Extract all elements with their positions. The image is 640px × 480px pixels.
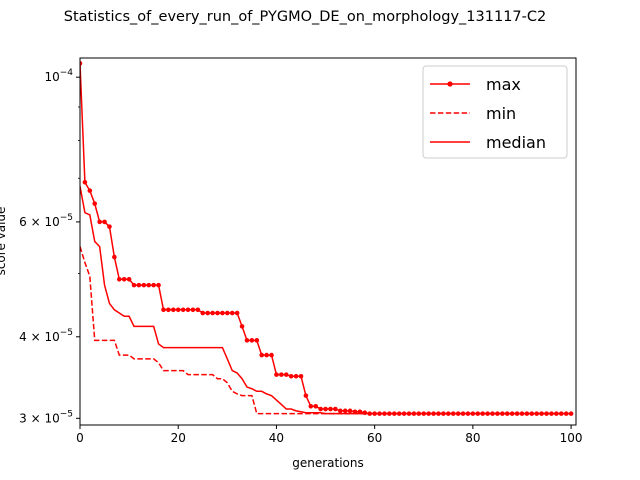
data-point-max	[121, 276, 127, 282]
data-point-max	[313, 403, 319, 409]
data-point-max	[288, 373, 294, 379]
data-point-max	[283, 372, 289, 377]
data-point-max	[249, 338, 255, 343]
data-point-max	[82, 180, 88, 185]
series-layer	[80, 61, 574, 416]
data-point-max	[131, 282, 137, 288]
data-point-max	[347, 408, 353, 414]
data-point-max	[205, 310, 210, 316]
data-point-max	[323, 406, 328, 412]
data-point-max	[166, 307, 171, 313]
data-point-max	[195, 307, 201, 313]
data-point-max	[293, 373, 299, 379]
legend-marker-max	[447, 81, 453, 87]
data-point-max	[97, 219, 102, 225]
data-point-max	[337, 408, 343, 414]
y-tick-label: 10−4	[44, 68, 73, 84]
data-point-max	[175, 307, 181, 313]
data-point-max	[274, 372, 279, 377]
data-point-max	[220, 310, 225, 316]
data-point-max	[318, 406, 323, 412]
data-point-max	[185, 307, 191, 313]
data-point-max	[116, 276, 122, 282]
data-point-max	[259, 352, 265, 358]
data-point-max	[141, 282, 147, 288]
data-point-max	[171, 307, 176, 313]
series-line-median	[80, 186, 572, 415]
x-tick-label: 40	[269, 431, 284, 445]
x-tick-label: 80	[465, 431, 480, 445]
y-axis-label: score value	[0, 207, 8, 276]
data-point-max	[269, 352, 274, 358]
y-axis: 3 × 10−5 4 × 10−5 6 × 10−5 10−4	[19, 68, 80, 425]
x-axis: 0 20 40 60 80 100	[76, 425, 583, 445]
y-tick-label: 6 × 10−5	[19, 213, 73, 229]
data-point-max	[210, 310, 215, 316]
data-point-max	[342, 408, 348, 414]
legend: max min median	[422, 65, 568, 159]
series-group	[80, 61, 574, 416]
x-axis-label: generations	[292, 456, 364, 470]
data-point-max	[333, 406, 338, 412]
x-tick-label: 20	[171, 431, 186, 445]
data-point-max	[308, 403, 314, 409]
legend-label-max: max	[486, 75, 521, 94]
data-point-max	[279, 372, 284, 377]
data-point-max	[215, 310, 220, 316]
data-point-max	[303, 393, 309, 398]
data-point-max	[112, 254, 117, 260]
legend-label-min: min	[486, 104, 516, 123]
chart-title: Statistics_of_every_run_of_PYGMO_DE_on_m…	[64, 9, 546, 25]
data-point-max	[136, 282, 142, 288]
data-point-max	[234, 310, 240, 316]
data-point-max	[200, 310, 206, 316]
data-point-max	[161, 307, 166, 313]
data-point-max	[126, 276, 132, 282]
series-line-min	[80, 246, 572, 415]
data-point-max	[180, 307, 186, 313]
data-point-max	[92, 201, 98, 206]
data-point-max	[107, 224, 112, 229]
data-point-max	[328, 406, 333, 412]
data-point-max	[156, 282, 161, 288]
x-tick-label: 60	[367, 431, 382, 445]
y-tick-label: 3 × 10−5	[19, 409, 73, 425]
data-point-max	[254, 338, 260, 343]
data-point-max	[298, 373, 304, 379]
y-tick-label: 4 × 10−5	[19, 328, 73, 344]
data-point-max	[146, 282, 152, 288]
data-point-max	[239, 324, 245, 329]
data-point-max	[102, 219, 107, 225]
data-point-max	[264, 352, 269, 358]
x-tick-label: 100	[560, 431, 583, 445]
data-point-max	[244, 338, 250, 343]
legend-box	[422, 65, 568, 159]
data-point-max	[80, 61, 83, 66]
legend-label-median: median	[486, 133, 546, 152]
data-point-max	[229, 310, 235, 316]
data-point-max	[87, 188, 93, 193]
data-point-max	[151, 282, 156, 288]
plot-frame	[79, 57, 577, 426]
data-point-max	[225, 310, 230, 316]
data-point-max	[190, 307, 196, 313]
x-tick-label: 0	[76, 431, 84, 445]
